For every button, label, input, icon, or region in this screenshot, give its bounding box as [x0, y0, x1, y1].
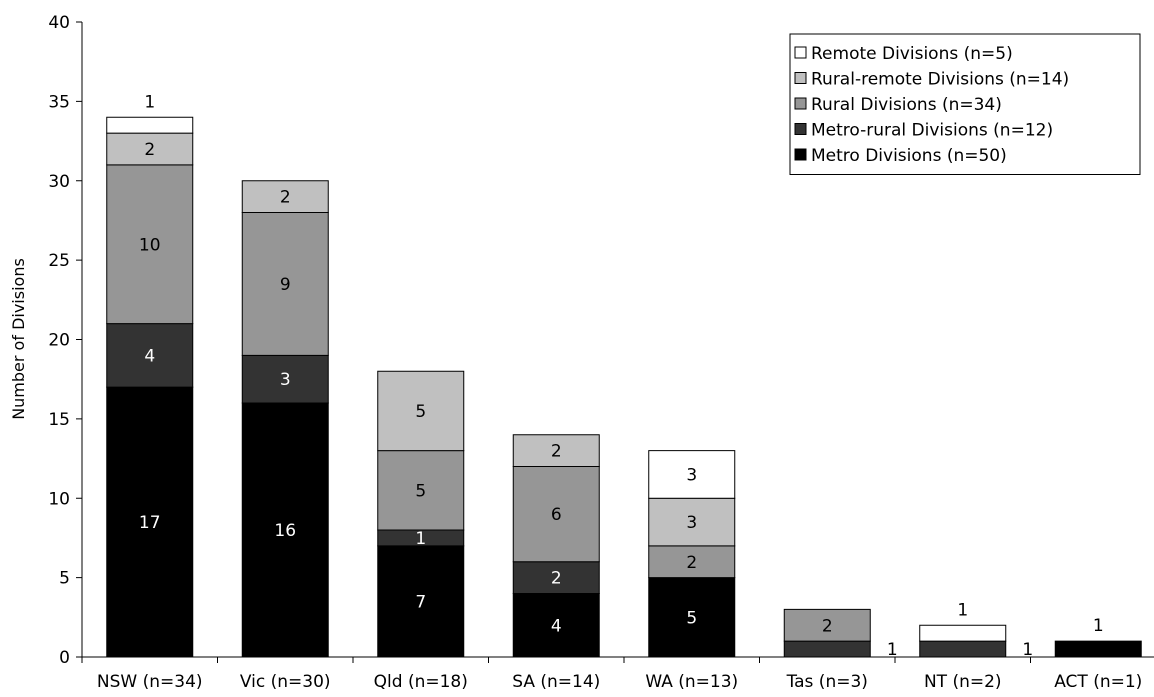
bar-segment-rural-remote-divisions	[241, 180, 329, 213]
x-category-label: ACT (n=1)	[1054, 672, 1142, 692]
bar-segment-rural-remote-divisions	[377, 370, 465, 452]
x-category-label: Qld (n=18)	[374, 672, 468, 692]
data-labels: 17 4 10 2 1 16 3 9 2 7 1 5 5 4 2 6 2 5 2 3 3 1 2 1 1 1	[139, 92, 1104, 660]
bar-segment-rural-remote-divisions	[512, 434, 600, 467]
legend-label: Rural-remote Divisions (n=14)	[811, 70, 1069, 90]
x-category-label: Vic (n=30)	[240, 672, 331, 692]
bar-segment-metro-divisions	[648, 577, 736, 658]
bar-stacks	[106, 116, 1142, 658]
bar-segment-rural-remote-divisions	[648, 497, 736, 547]
y-tick-label: 5	[59, 569, 70, 589]
y-tick-label: 20	[48, 331, 70, 351]
data-label: 1	[1022, 640, 1033, 660]
data-label: 5	[415, 481, 426, 501]
y-tick-label: 15	[48, 410, 70, 430]
bar-segment-rural-divisions	[377, 450, 465, 531]
y-tick-label: 0	[59, 648, 70, 668]
legend-swatch-remote-divisions	[794, 46, 807, 59]
bar-segment-metro-rural-divisions	[512, 561, 600, 594]
bar-segment-metro-rural-divisions	[919, 640, 1007, 658]
data-label: 4	[144, 346, 155, 366]
legend-swatch-rural-divisions	[794, 97, 807, 110]
legend-label: Metro-rural Divisions (n=12)	[811, 121, 1053, 141]
data-label: 1	[1093, 616, 1104, 636]
bar-segment-metro-divisions	[1054, 640, 1142, 658]
legend-swatch-metro-divisions	[794, 148, 807, 161]
data-label: 2	[822, 616, 833, 636]
bar-segment-metro-divisions	[512, 593, 600, 658]
data-label: 1	[887, 640, 898, 660]
legend-swatch-rural-remote-divisions	[794, 72, 807, 84]
data-label: 4	[551, 616, 562, 636]
data-label: 2	[280, 188, 291, 208]
data-label: 7	[415, 592, 426, 612]
data-label: 3	[686, 465, 697, 485]
legend-label: Metro Divisions (n=50)	[811, 146, 1007, 166]
y-tick-label: 25	[48, 251, 70, 271]
y-axis-title: Number of Divisions	[9, 258, 28, 420]
legend-box	[789, 33, 1141, 175]
x-category-label: Tas (n=3)	[786, 672, 868, 692]
y-tick-label: 35	[48, 92, 70, 112]
x-category-label: NT (n=2)	[924, 672, 1002, 692]
legend-label: Remote Divisions (n=5)	[811, 44, 1013, 64]
data-label: 3	[686, 513, 697, 533]
data-label: 1	[415, 529, 426, 549]
bar-segment-metro-rural-divisions	[783, 640, 871, 658]
bar-segment-metro-rural-divisions	[106, 323, 194, 388]
bar-segment-remote-divisions	[106, 116, 194, 134]
data-label: 5	[686, 608, 697, 628]
x-axis: NSW (n=34) Vic (n=30) Qld (n=18) SA (n=14) W…	[81, 656, 1154, 692]
y-tick-label: 10	[48, 489, 70, 509]
bar-segment-metro-rural-divisions	[241, 354, 329, 404]
x-category-label: WA (n=13)	[645, 672, 738, 692]
bar-segment-rural-divisions	[648, 545, 736, 579]
bar-segment-rural-remote-divisions	[106, 132, 194, 166]
bar-segment-rural-divisions	[512, 466, 600, 563]
legend-label: Rural Divisions (n=34)	[811, 95, 1002, 115]
data-label: 3	[280, 370, 291, 390]
data-label: 2	[144, 140, 155, 160]
data-label: 5	[415, 402, 426, 422]
y-tick-label: 30	[48, 172, 70, 192]
data-label: 2	[551, 569, 562, 589]
bar-segment-metro-divisions	[377, 545, 465, 658]
bar-segment-rural-divisions	[783, 608, 871, 642]
legend: Remote Divisions (n=5) Rural-remote Divis…	[789, 33, 1141, 175]
bar-segment-remote-divisions	[919, 624, 1007, 642]
x-category-label: SA (n=14)	[512, 672, 600, 692]
data-label: 10	[139, 235, 161, 255]
legend-swatch-metro-rural-divisions	[794, 123, 807, 135]
bar-segment-metro-divisions	[106, 386, 194, 658]
y-tick-label: 40	[48, 13, 70, 33]
data-label: 6	[551, 505, 562, 525]
y-axis-ticks: 0 5 10 15 20 25 30 35 40	[48, 13, 82, 668]
data-label: 2	[551, 442, 562, 462]
data-label: 2	[686, 553, 697, 573]
x-category-label: NSW (n=34)	[97, 672, 203, 692]
data-label: 1	[957, 600, 968, 620]
data-label: 16	[274, 521, 296, 541]
data-label: 1	[144, 92, 155, 112]
bar-segment-remote-divisions	[648, 450, 736, 499]
data-label: 17	[139, 513, 161, 533]
bar-segment-rural-divisions	[106, 164, 194, 325]
data-label: 9	[280, 275, 291, 295]
